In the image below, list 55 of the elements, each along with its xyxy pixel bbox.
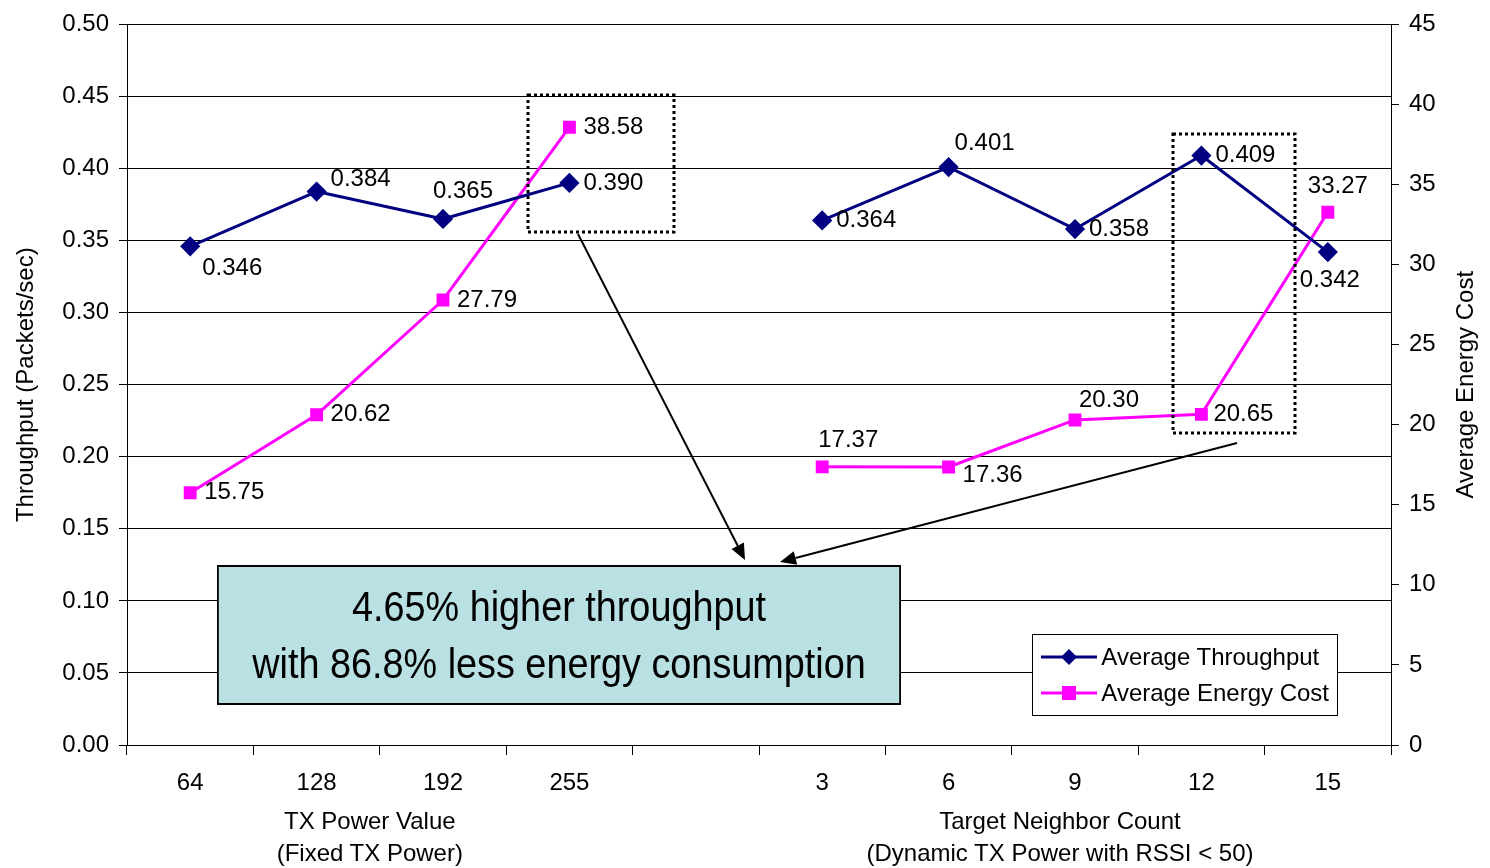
data-label: 15.75	[204, 477, 265, 505]
data-label: 0.364	[836, 205, 897, 233]
x-tick-label: 192	[422, 768, 464, 796]
y-tick-label: 0.10	[62, 585, 109, 613]
y2-tick-label: 35	[1409, 169, 1436, 197]
y-axis-title: Throughput (Packets/sec)	[10, 247, 38, 523]
text: TX Power Value (Fixed TX Power)	[276, 806, 463, 868]
legend-label: Average Energy Cost	[1101, 679, 1329, 707]
data-label: 0.342	[1299, 264, 1360, 292]
y-tick-label: 0.05	[62, 657, 109, 685]
data-label: 33.27	[1307, 170, 1368, 198]
y-tick-label: 0.35	[62, 225, 109, 253]
y2-tick-label: 5	[1409, 649, 1423, 677]
y-tick-label: 0.30	[62, 297, 109, 325]
y-tick-label: 0.50	[62, 9, 109, 37]
x-tick-label: 9	[1068, 768, 1082, 796]
legend-label: Average Throughput	[1101, 643, 1320, 671]
data-label: 17.36	[962, 459, 1023, 487]
y-tick-label: 0.15	[62, 513, 109, 541]
text: Target Neighbor Count (Dynamic TX Power with RSSI < 50)	[866, 806, 1254, 868]
data-label: 27.79	[457, 284, 518, 312]
y2-tick-label: 30	[1409, 249, 1436, 277]
y2-tick-label: 10	[1409, 569, 1436, 597]
y2-tick-label: 0	[1409, 729, 1423, 757]
text-box: 4.65% higher throughput with 86.8% less energy consumption	[217, 565, 901, 705]
y-tick-label: 0.00	[62, 729, 109, 757]
x-tick-label: 255	[549, 768, 590, 796]
data-label: 0.401	[954, 127, 1015, 155]
y2-tick-label: 25	[1409, 329, 1436, 357]
data-label: 0.346	[202, 252, 263, 280]
data-label: 0.365	[433, 175, 494, 203]
x-tick-label: 12	[1188, 768, 1215, 796]
data-label: 17.37	[818, 425, 879, 453]
y2-tick-label: 45	[1409, 9, 1436, 37]
y2-tick-label: 20	[1409, 409, 1436, 437]
x-tick-label: 15	[1314, 768, 1342, 796]
data-label: 38.58	[583, 111, 644, 139]
y2-tick-label: 40	[1409, 89, 1436, 117]
y-tick-label: 0.45	[62, 81, 109, 109]
data-label: 0.358	[1089, 213, 1150, 241]
y-tick-label: 0.25	[62, 369, 109, 397]
x-tick-label: 6	[941, 768, 956, 796]
y2-tick-label: 15	[1409, 489, 1436, 517]
x-tick-label: 3	[815, 768, 829, 796]
data-label: 0.384	[330, 164, 391, 192]
y2-axis-title: Average Energy Cost	[1450, 270, 1478, 499]
y-tick-label: 0.40	[62, 153, 109, 181]
data-label: 0.390	[583, 167, 644, 195]
y-tick-label: 0.20	[62, 441, 109, 469]
data-label: 20.30	[1079, 384, 1140, 412]
data-label: 0.409	[1215, 140, 1276, 168]
x-tick-label: 128	[296, 768, 337, 796]
data-label: 20.62	[330, 399, 391, 427]
x-tick-label: 64	[176, 768, 204, 796]
data-label: 20.65	[1213, 398, 1274, 426]
